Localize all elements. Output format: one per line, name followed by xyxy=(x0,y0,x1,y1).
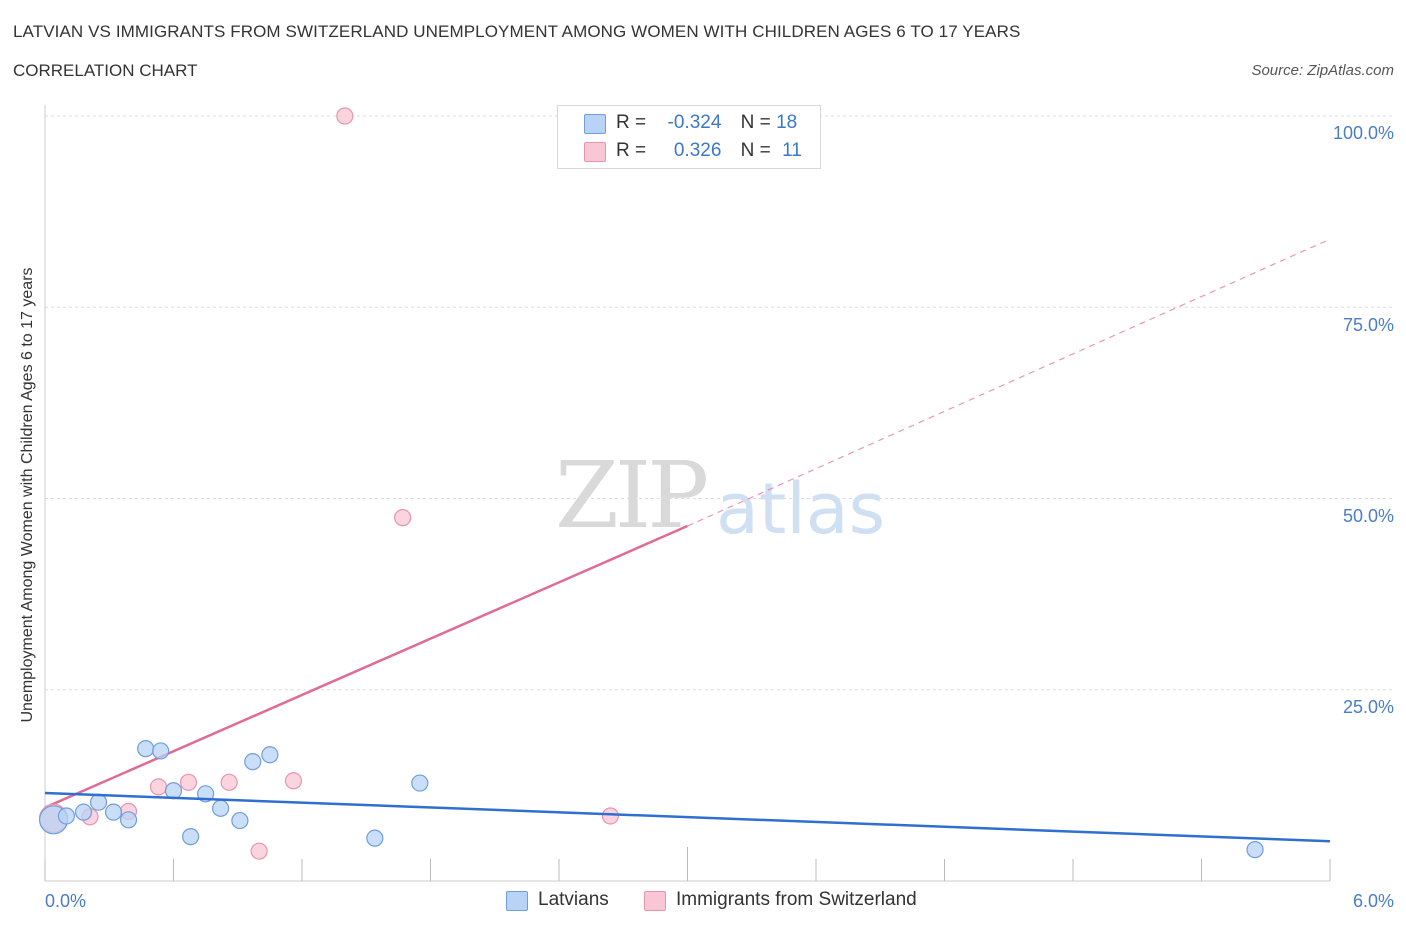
legend-n-value-latvians: 18 xyxy=(776,112,798,133)
legend-r-value-swiss: 0.326 xyxy=(673,140,722,161)
source-label: Source: ZipAtlas.com xyxy=(1251,62,1394,79)
scatter-point-latvians xyxy=(104,803,123,821)
scatter-point-latvians xyxy=(89,793,108,811)
scatter-point-swiss xyxy=(601,807,620,825)
scatter-point-latvians xyxy=(261,746,279,764)
scatter-point-swiss xyxy=(394,509,412,527)
scatter-point-latvians xyxy=(74,803,93,821)
scatter-point-swiss xyxy=(179,773,198,791)
chart-subtitle: CORRELATION CHART xyxy=(13,61,198,80)
bottom-legend-label-swiss: Immigrants from Switzerland xyxy=(676,889,917,910)
bottom-legend-swatch-swiss xyxy=(644,891,666,911)
legend-n-value-swiss: 11 xyxy=(782,140,802,161)
y-tick-label-25: 25.0% xyxy=(1342,697,1394,717)
legend-n-label: N = xyxy=(740,140,771,161)
scatter-point-latvians xyxy=(212,799,230,817)
correlation-legend: R = -0.324 N = 18 R = 0.326 N = 11 xyxy=(557,105,821,169)
x-tick-label-min: 0.0% xyxy=(45,891,87,911)
bottom-legend-swatch-latvians xyxy=(506,891,528,911)
scatter-point-latvians xyxy=(57,807,76,825)
trendline-swiss xyxy=(44,524,689,809)
scatter-point-latvians xyxy=(164,782,183,800)
chart-title: LATVIAN VS IMMIGRANTS FROM SWITZERLAND U… xyxy=(13,22,1021,41)
legend-r-label: R = xyxy=(616,140,647,161)
scatter-point-latvians xyxy=(119,811,138,829)
x-tick-label-max: 6.0% xyxy=(1352,891,1394,911)
trendline-swiss-extension xyxy=(687,238,1331,527)
scatter-point-latvians xyxy=(244,753,262,771)
legend-swatch-latvians xyxy=(584,114,606,134)
bottom-legend-label-latvians: Latvians xyxy=(538,889,609,910)
legend-swatch-swiss xyxy=(584,142,606,162)
watermark-atlas: atlas xyxy=(716,468,886,550)
scatter-point-swiss xyxy=(250,842,268,860)
legend-r-value-latvians: -0.324 xyxy=(667,112,722,133)
scatter-point-swiss xyxy=(284,772,303,790)
y-tick-label-50: 50.0% xyxy=(1342,506,1394,526)
scatter-point-latvians xyxy=(137,740,155,758)
scatter-point-swiss xyxy=(220,773,238,791)
y-tick-label-100: 100.0% xyxy=(1332,123,1394,143)
trendline-latvians xyxy=(44,791,1331,843)
scatter-point-latvians xyxy=(411,774,429,792)
scatter-point-latvians xyxy=(366,829,384,847)
legend-r-label: R = xyxy=(616,112,647,133)
y-axis-label: Unemployment Among Women with Children A… xyxy=(19,267,36,723)
y-tick-label-75: 75.0% xyxy=(1342,315,1394,335)
legend-n-label: N = xyxy=(740,112,771,133)
watermark-zip: ZIP xyxy=(555,442,709,549)
scatter-point-latvians xyxy=(231,811,249,830)
scatter-point-latvians xyxy=(152,742,170,760)
scatter-point-swiss xyxy=(149,778,168,796)
scatter-point-latvians xyxy=(1246,841,1264,859)
scatter-point-swiss xyxy=(336,107,354,125)
scatter-point-latvians xyxy=(182,828,200,846)
